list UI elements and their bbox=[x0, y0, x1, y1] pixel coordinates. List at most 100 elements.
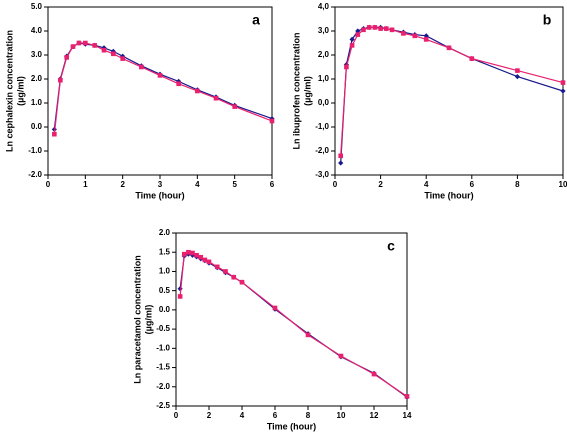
y-tick-label: -3,0 bbox=[315, 170, 329, 179]
marker bbox=[139, 64, 144, 70]
marker bbox=[195, 88, 200, 94]
marker bbox=[76, 40, 82, 46]
marker bbox=[120, 56, 125, 61]
plot-frame bbox=[175, 232, 408, 407]
marker bbox=[384, 26, 389, 31]
x-tick-label: 6 bbox=[273, 411, 278, 420]
marker bbox=[214, 264, 220, 270]
plot-frame bbox=[334, 6, 564, 176]
panel-label: b bbox=[543, 12, 552, 28]
y-tick-label: 1.0 bbox=[31, 98, 43, 107]
y-tick-label: -2.5 bbox=[156, 401, 170, 410]
marker bbox=[412, 33, 418, 39]
x-tick-label: 4 bbox=[240, 411, 245, 420]
panel-label: c bbox=[387, 238, 395, 254]
marker bbox=[560, 88, 566, 94]
marker bbox=[423, 33, 429, 39]
y-tick-label: 3.0 bbox=[31, 50, 43, 59]
y-tick-label: 0.5 bbox=[159, 286, 171, 295]
marker bbox=[52, 131, 57, 137]
y-axis-label: Ln ibuprofen concentration bbox=[291, 33, 301, 150]
marker bbox=[101, 47, 107, 53]
marker bbox=[186, 249, 191, 255]
y-tick-label: 1.5 bbox=[159, 247, 171, 256]
y-tick-label: -0.5 bbox=[156, 324, 170, 333]
marker bbox=[83, 40, 88, 46]
marker bbox=[338, 353, 344, 359]
series-line bbox=[53, 42, 273, 130]
y-axis-label: (µg/ml) bbox=[302, 76, 312, 106]
y-tick-label: -1,0 bbox=[315, 122, 329, 131]
y-tick-label: -1.0 bbox=[156, 343, 170, 352]
y-tick-label: 4.0 bbox=[31, 26, 43, 35]
marker bbox=[404, 394, 410, 399]
marker bbox=[305, 332, 311, 338]
series-line bbox=[340, 26, 564, 164]
x-tick-label: 6 bbox=[270, 180, 275, 189]
marker bbox=[194, 252, 199, 258]
marker bbox=[189, 252, 196, 258]
y-tick-label: 3,0 bbox=[318, 26, 330, 35]
marker bbox=[372, 25, 378, 30]
plot-frame bbox=[47, 6, 273, 176]
y-axis-label: (µg/ml) bbox=[143, 305, 153, 335]
marker bbox=[515, 68, 520, 73]
y-tick-label: 2.0 bbox=[159, 228, 171, 237]
x-tick-label: 0 bbox=[46, 180, 51, 189]
marker bbox=[361, 27, 366, 33]
panel-label: a bbox=[252, 12, 260, 28]
marker bbox=[198, 254, 204, 260]
marker bbox=[176, 81, 181, 87]
marker bbox=[177, 294, 183, 299]
y-tick-label: 1,0 bbox=[318, 74, 330, 83]
marker bbox=[58, 77, 63, 83]
marker bbox=[560, 80, 566, 85]
x-tick-label: 3 bbox=[158, 180, 163, 189]
marker bbox=[349, 43, 355, 48]
y-tick-label: -1.0 bbox=[28, 146, 42, 155]
marker bbox=[272, 305, 278, 311]
x-tick-label: 0 bbox=[174, 411, 179, 420]
marker bbox=[269, 118, 275, 124]
marker bbox=[371, 371, 377, 377]
marker bbox=[239, 279, 245, 285]
marker bbox=[514, 74, 520, 80]
marker bbox=[213, 95, 219, 101]
marker bbox=[338, 160, 344, 166]
marker bbox=[92, 43, 97, 48]
x-tick-label: 4 bbox=[195, 180, 200, 189]
y-tick-label: 0.0 bbox=[31, 122, 43, 131]
y-axis-label: Ln paracetamol concentration bbox=[132, 255, 142, 384]
marker bbox=[389, 27, 395, 33]
y-axis-label: Ln cephalexin concentration bbox=[4, 30, 14, 152]
x-tick-label: 1 bbox=[83, 180, 88, 189]
marker bbox=[64, 55, 69, 60]
y-tick-label: 1.0 bbox=[159, 267, 171, 276]
marker bbox=[401, 31, 406, 36]
marker bbox=[70, 44, 76, 49]
x-tick-label: 6 bbox=[470, 180, 475, 189]
marker bbox=[378, 26, 383, 31]
x-tick-label: 8 bbox=[306, 411, 311, 420]
x-tick-label: 8 bbox=[515, 180, 520, 189]
marker bbox=[446, 45, 452, 51]
y-tick-label: -2.0 bbox=[28, 170, 42, 179]
marker bbox=[223, 269, 228, 274]
marker bbox=[366, 25, 372, 30]
x-tick-label: 2 bbox=[207, 411, 212, 420]
x-tick-label: 5 bbox=[232, 180, 237, 189]
marker bbox=[343, 62, 349, 68]
x-axis-label: Time (hour) bbox=[424, 190, 473, 200]
marker bbox=[190, 250, 195, 256]
marker bbox=[157, 73, 163, 78]
y-tick-label: 2.0 bbox=[31, 74, 43, 83]
x-tick-label: 14 bbox=[403, 411, 412, 420]
y-tick-label: -2.0 bbox=[156, 382, 170, 391]
x-tick-label: 10 bbox=[337, 411, 346, 420]
y-tick-label: 2,0 bbox=[318, 50, 330, 59]
y-tick-label: 0,0 bbox=[318, 98, 330, 107]
marker bbox=[202, 257, 208, 263]
x-tick-label: 4 bbox=[424, 180, 429, 189]
marker bbox=[349, 36, 355, 42]
